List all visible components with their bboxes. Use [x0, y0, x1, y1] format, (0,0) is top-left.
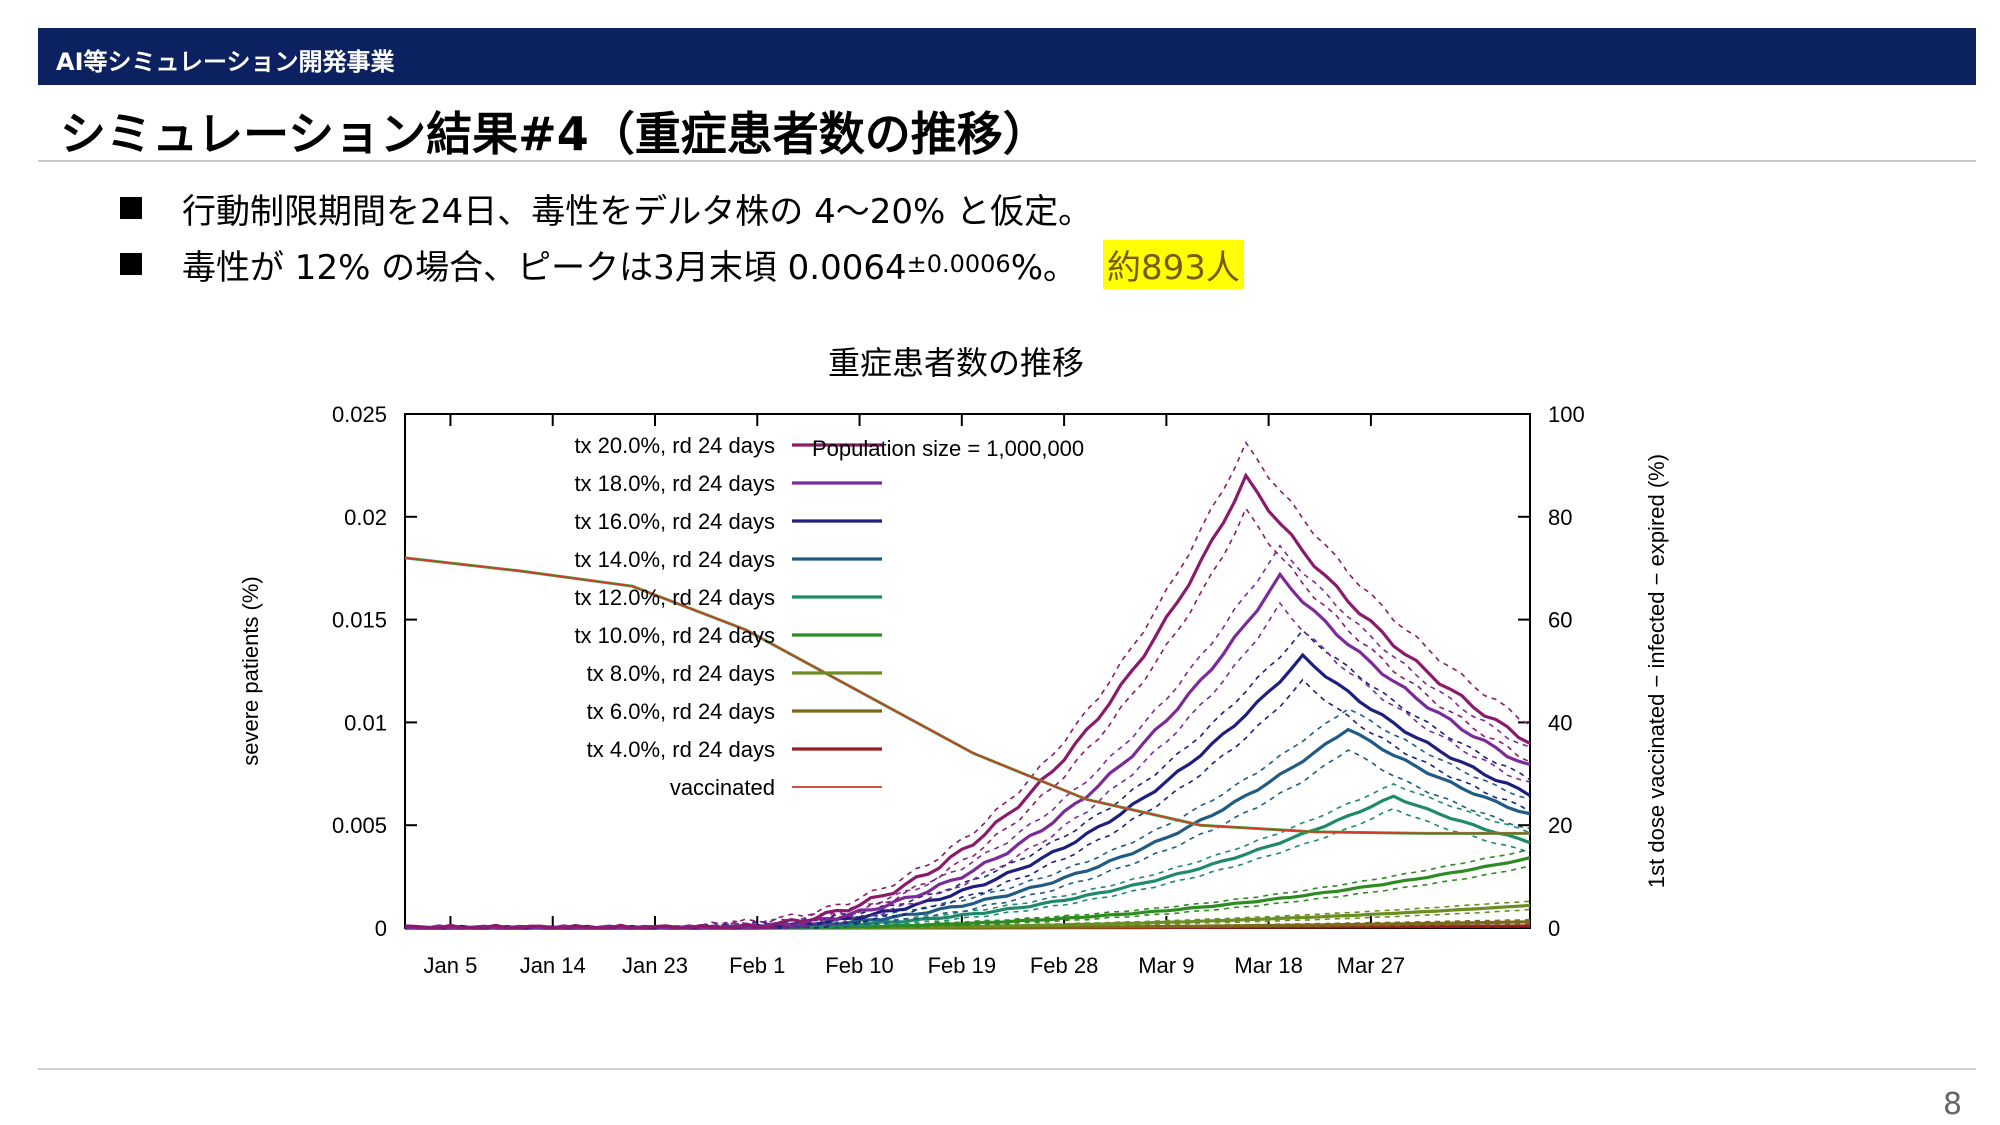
legend-label: tx 16.0%, rd 24 days — [574, 509, 775, 534]
bullet-item: 行動制限期間を24日、毒性をデルタ株の 4〜20% と仮定。 — [120, 180, 1244, 236]
legend-label: tx 20.0%, rd 24 days — [574, 433, 775, 458]
series-upper-band — [404, 544, 1531, 929]
series-lower-band — [404, 601, 1531, 929]
series-line — [404, 794, 1531, 930]
footer-divider — [38, 1068, 1976, 1070]
y-tick-label: 0.01 — [344, 710, 387, 735]
x-tick-label: Mar 27 — [1337, 953, 1405, 978]
x-tick-label: Jan 23 — [622, 953, 688, 978]
title-divider — [38, 160, 1976, 162]
y-tick-label: 0.025 — [332, 402, 387, 427]
series-upper-band — [404, 708, 1531, 929]
header-bar: AI等シミュレーション開発事業 — [38, 28, 1976, 85]
x-tick-label: Mar 18 — [1234, 953, 1302, 978]
x-tick-label: Jan 5 — [424, 953, 478, 978]
y-tick-label: 0.015 — [332, 608, 387, 633]
series-lower-band — [404, 678, 1531, 929]
x-tick-label: Feb 1 — [729, 953, 785, 978]
y2-tick-label: 100 — [1548, 402, 1585, 427]
y-tick-label: 0.005 — [332, 813, 387, 838]
y2-tick-label: 0 — [1548, 916, 1560, 941]
square-bullet-icon — [120, 197, 142, 219]
legend-label: tx 14.0%, rd 24 days — [574, 547, 775, 572]
vaccinated-line — [404, 557, 1530, 835]
y2-tick-label: 40 — [1548, 710, 1572, 735]
bullet-text-tail: %。 — [1010, 247, 1077, 288]
y2-tick-label: 20 — [1548, 813, 1572, 838]
y-tick-label: 0 — [375, 916, 387, 941]
y2-tick-label: 80 — [1548, 505, 1572, 530]
chart-title: 重症患者数の推移 — [828, 344, 1085, 382]
bullet-item: 毒性が 12% の場合、ピークは3月末頃 0.0064 ±0.0006 %。 約8… — [120, 236, 1244, 292]
x-tick-label: Mar 9 — [1138, 953, 1194, 978]
series-lower-band — [405, 865, 1531, 929]
y-tick-label: 0.02 — [344, 505, 387, 530]
y2-axis-label: 1st dose vaccinated − infected − expired… — [1644, 454, 1669, 888]
series-line — [404, 472, 1531, 930]
series-upper-band — [404, 440, 1531, 929]
legend-label: vaccinated — [670, 775, 775, 800]
legend-label: tx 4.0%, rd 24 days — [587, 737, 775, 762]
slide-title: シミュレーション結果#4（重症患者数の推移） — [60, 107, 1049, 161]
x-tick-label: Feb 10 — [825, 953, 894, 978]
legend-label: tx 12.0%, rd 24 days — [574, 585, 775, 610]
series-lower-band — [404, 749, 1531, 929]
population-annotation: Population size = 1,000,000 — [812, 436, 1084, 461]
legend-label: tx 8.0%, rd 24 days — [587, 661, 775, 686]
highlight-count: 約893人 — [1103, 239, 1244, 289]
legend-label: tx 10.0%, rd 24 days — [574, 623, 775, 648]
bullet-list: 行動制限期間を24日、毒性をデルタ株の 4〜20% と仮定。 毒性が 12% の… — [120, 180, 1244, 292]
series-upper-band — [404, 629, 1531, 929]
y-axis-label: severe patients (%) — [238, 576, 263, 766]
square-bullet-icon — [120, 253, 142, 275]
series-line — [404, 727, 1531, 930]
legend-label: tx 6.0%, rd 24 days — [587, 699, 775, 724]
series-lower-band — [404, 807, 1531, 929]
x-tick-label: Jan 14 — [520, 953, 586, 978]
legend-label: tx 18.0%, rd 24 days — [574, 471, 775, 496]
header-label: AI等シミュレーション開発事業 — [56, 48, 395, 76]
x-tick-label: Feb 19 — [928, 953, 997, 978]
bullet-text-margin: ±0.0006 — [906, 250, 1011, 278]
bullet-text: 行動制限期間を24日、毒性をデルタ株の 4〜20% と仮定。 — [182, 191, 1093, 232]
y2-tick-label: 60 — [1548, 608, 1572, 633]
series-lower-band — [404, 506, 1531, 929]
bullet-text: 毒性が 12% の場合、ピークは3月末頃 0.0064 — [182, 247, 907, 288]
x-tick-label: Feb 28 — [1030, 953, 1099, 978]
page-number: 8 — [1943, 1087, 1963, 1122]
series-upper-band — [405, 848, 1531, 929]
